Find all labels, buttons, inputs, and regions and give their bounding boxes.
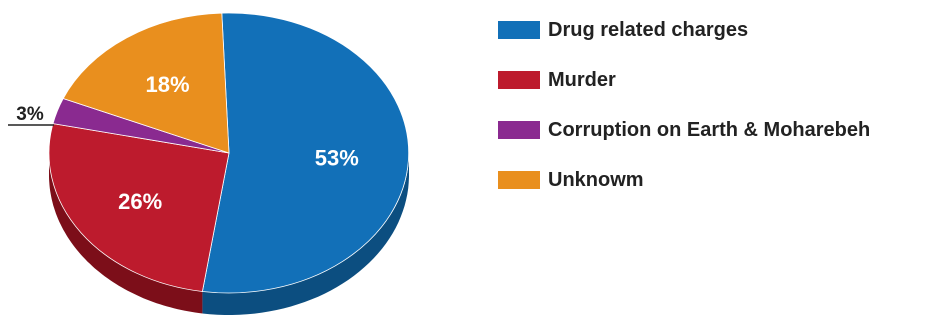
pie-slice-3	[62, 12, 230, 154]
pie-side-1	[49, 154, 203, 314]
pie-slice-0	[201, 12, 410, 294]
slice-value-label: 53%	[315, 146, 359, 171]
slice-value-label: 18%	[145, 72, 189, 97]
legend-item-murder: Murder	[498, 68, 870, 92]
legend-label: Corruption on Earth & Moharebeh	[548, 118, 871, 141]
legend-swatch	[498, 71, 540, 89]
legend-item-unknown: Unknowm	[498, 168, 870, 192]
legend-swatch	[498, 171, 540, 189]
legend-item-corruption: Corruption on Earth & Moharebeh	[498, 118, 870, 142]
legend-item-drug-related: Drug related charges	[498, 18, 870, 42]
pie-slices	[48, 12, 410, 294]
legend-label: Murder	[548, 68, 616, 91]
slice-value-label: 26%	[118, 189, 162, 214]
pie-slice-1	[48, 123, 230, 292]
legend-swatch	[498, 21, 540, 39]
legend-swatch	[498, 121, 540, 139]
legend-label: Unknowm	[548, 168, 644, 191]
pie-side-0	[202, 154, 409, 315]
legend-label: Drug related charges	[548, 18, 749, 41]
pie-sides	[49, 154, 409, 315]
pie-value-labels: 53% 26% 3% 18%	[8, 72, 359, 214]
slice-value-label: 3%	[16, 104, 44, 125]
legend: Drug related charges Murder Corruption o…	[498, 18, 870, 218]
